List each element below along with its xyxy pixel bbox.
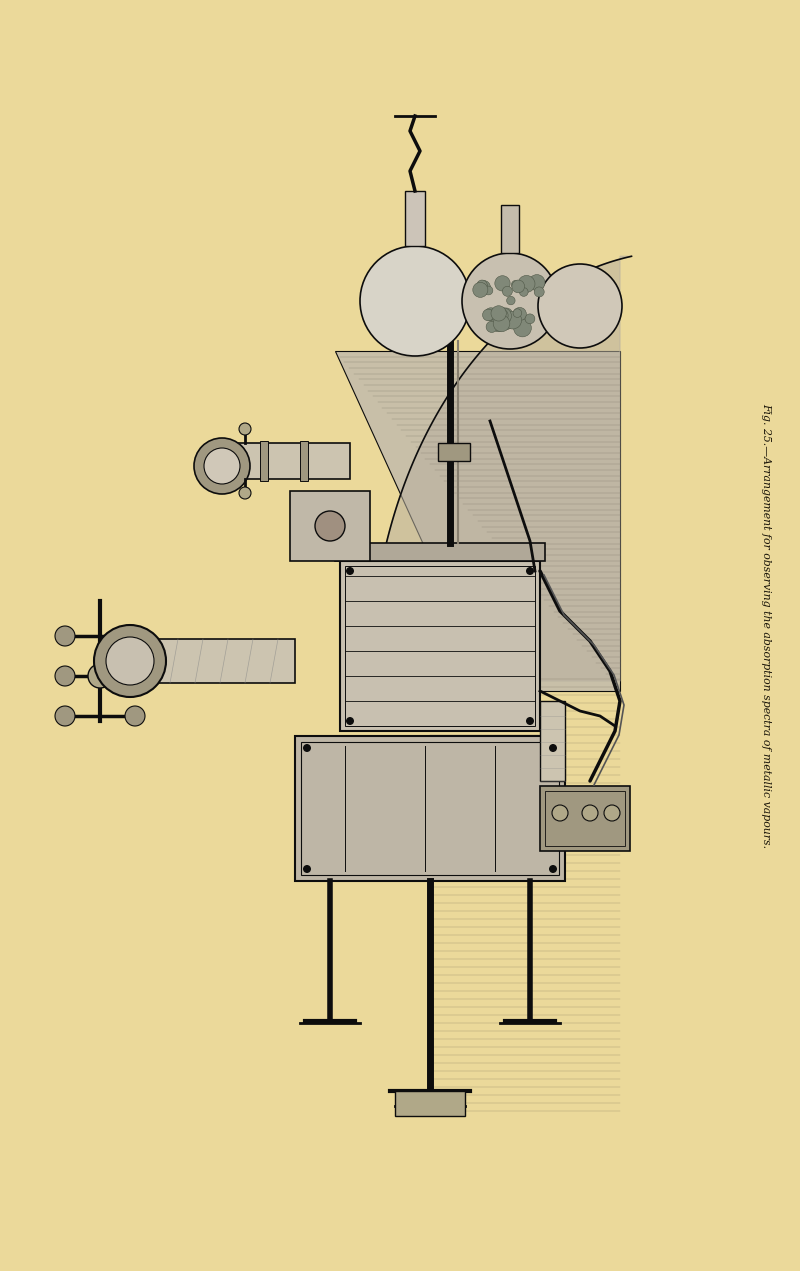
Circle shape — [513, 308, 526, 320]
Circle shape — [513, 309, 522, 318]
Bar — [295, 736, 565, 881]
Circle shape — [538, 264, 622, 348]
Bar — [438, 444, 470, 461]
Circle shape — [315, 511, 345, 541]
Circle shape — [526, 567, 534, 574]
Circle shape — [88, 663, 112, 688]
Circle shape — [500, 316, 513, 329]
Circle shape — [549, 866, 557, 873]
Circle shape — [239, 487, 251, 500]
Circle shape — [486, 322, 498, 333]
Circle shape — [499, 308, 513, 322]
Circle shape — [502, 286, 512, 296]
Circle shape — [484, 308, 498, 322]
Polygon shape — [290, 491, 370, 561]
Circle shape — [462, 253, 558, 350]
Circle shape — [504, 311, 522, 329]
Bar — [345, 566, 535, 726]
Circle shape — [125, 705, 145, 726]
Circle shape — [512, 280, 525, 292]
Circle shape — [346, 567, 354, 574]
Circle shape — [477, 280, 487, 291]
Bar — [405, 191, 425, 247]
Circle shape — [511, 316, 521, 327]
Bar — [540, 702, 565, 780]
Bar — [340, 561, 540, 731]
Circle shape — [360, 247, 470, 356]
Circle shape — [491, 316, 506, 332]
Circle shape — [194, 438, 250, 494]
Circle shape — [519, 287, 528, 296]
Circle shape — [346, 717, 354, 724]
Circle shape — [495, 276, 510, 291]
Circle shape — [514, 319, 531, 337]
Circle shape — [125, 666, 145, 686]
Circle shape — [106, 637, 154, 685]
Circle shape — [526, 717, 534, 724]
Bar — [210, 444, 350, 479]
Circle shape — [494, 309, 508, 323]
Circle shape — [55, 627, 75, 646]
Polygon shape — [370, 257, 631, 681]
Bar — [301, 742, 559, 874]
Bar — [501, 205, 519, 253]
Circle shape — [55, 705, 75, 726]
Bar — [300, 441, 308, 480]
Circle shape — [582, 805, 598, 821]
Bar — [540, 785, 630, 852]
Bar — [260, 441, 268, 480]
Circle shape — [125, 627, 145, 646]
Circle shape — [303, 866, 311, 873]
Circle shape — [604, 805, 620, 821]
Circle shape — [55, 666, 75, 686]
Circle shape — [518, 276, 535, 292]
Circle shape — [495, 308, 511, 324]
Circle shape — [512, 316, 521, 325]
Circle shape — [552, 805, 568, 821]
Text: Fig. 25.—Arrangement for observing the absorption spectra of metallic vapours.: Fig. 25.—Arrangement for observing the a… — [762, 403, 771, 848]
Circle shape — [529, 275, 545, 291]
Circle shape — [511, 281, 520, 290]
Polygon shape — [335, 351, 620, 691]
Circle shape — [204, 447, 240, 484]
Circle shape — [484, 286, 493, 295]
Circle shape — [94, 625, 166, 697]
Circle shape — [482, 309, 494, 320]
Circle shape — [473, 282, 488, 297]
Circle shape — [477, 281, 490, 295]
Circle shape — [303, 744, 311, 752]
Circle shape — [549, 744, 557, 752]
Bar — [335, 543, 545, 561]
Bar — [120, 639, 295, 683]
Circle shape — [491, 306, 506, 322]
Bar — [395, 1091, 465, 1116]
Circle shape — [493, 315, 510, 332]
Circle shape — [525, 314, 535, 324]
Bar — [545, 791, 625, 846]
Circle shape — [506, 296, 515, 305]
Circle shape — [239, 423, 251, 435]
Circle shape — [534, 287, 544, 297]
